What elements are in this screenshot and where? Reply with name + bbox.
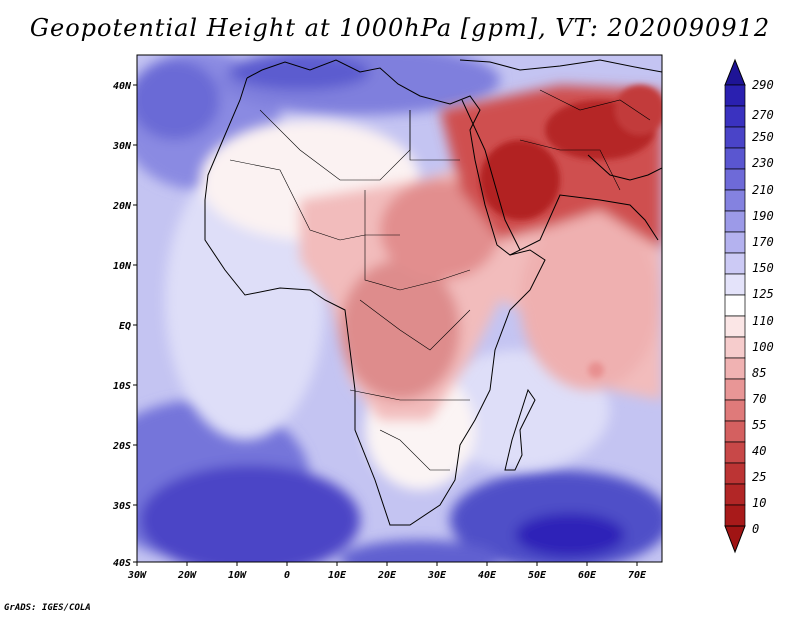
- border-south: [379, 429, 450, 471]
- colorbar-segment: [724, 399, 746, 422]
- colorbar-label: 150: [752, 261, 774, 275]
- x-axis-labels: 30W 20W 10W 0 10E 20E 30E 40E 50E 60E 70…: [127, 570, 647, 581]
- x-tick-label: 50E: [528, 570, 547, 581]
- colorbar-label: 40: [752, 444, 766, 458]
- colorbar-segment: [724, 168, 746, 191]
- colorbar-label: 70: [752, 392, 766, 406]
- colorbar-segment: [724, 462, 746, 485]
- y-tick-label: 20S: [112, 441, 131, 452]
- field-region-europe-core: [230, 55, 370, 90]
- chart-title: Geopotential Height at 1000hPa [gpm], VT…: [29, 14, 771, 42]
- x-tick-label: 20W: [177, 570, 197, 581]
- border-congo: [359, 299, 471, 351]
- x-tick-label: 10E: [328, 570, 347, 581]
- colorbar-top-arrow: [724, 58, 746, 86]
- colorbar-segment: [724, 357, 746, 380]
- colorbar-segment: [724, 315, 746, 338]
- country-borders: [229, 89, 651, 471]
- field-region-sw-core: [140, 465, 360, 562]
- border-sahel-1: [229, 159, 400, 241]
- y-tick-label: 40S: [113, 558, 131, 569]
- colorbar-label: 0: [752, 522, 759, 536]
- colorbar-segment: [724, 294, 746, 317]
- x-tick-label: 30W: [127, 570, 147, 581]
- field-region-arabia-core: [480, 140, 560, 220]
- colorbar-label: 190: [752, 209, 774, 223]
- colorbar-label: 290: [752, 78, 774, 92]
- border-iran: [539, 89, 651, 121]
- coastline-north-arabia: [246, 59, 659, 256]
- field-region-pakistan-core: [615, 85, 662, 135]
- x-tick-label: 20E: [377, 570, 397, 581]
- colorbar-label: 100: [752, 340, 774, 354]
- colorbar-label: 25: [752, 470, 766, 484]
- field-region-sudan-red: [380, 180, 500, 280]
- colorbar-segment: [724, 378, 746, 401]
- x-tick-label: 40E: [478, 570, 497, 581]
- coastline-black-caspian: [459, 59, 662, 73]
- coastline-gulf: [587, 154, 662, 181]
- field-region-arabian-sea: [520, 210, 660, 390]
- colorbar-segment: [724, 336, 746, 359]
- colorbar-segment: [724, 126, 746, 149]
- x-tick-label: 10W: [228, 570, 247, 581]
- y-tick-label: EQ: [119, 321, 131, 332]
- colorbar-segment: [724, 231, 746, 254]
- y-tick-label: 30N: [112, 141, 132, 152]
- colorbar-segment: [724, 105, 746, 128]
- coastline-africa: [204, 77, 546, 526]
- colorbar-label: 270: [752, 108, 774, 122]
- field-region-indian-spot: [588, 362, 604, 378]
- border-angola-zambia: [349, 389, 470, 401]
- colorbar-segment: [724, 504, 746, 527]
- colorbar-segment: [724, 420, 746, 443]
- colorbar: [724, 58, 746, 554]
- colorbar-label: 230: [752, 156, 774, 170]
- colorbar-label: 250: [752, 130, 774, 144]
- colorbar-segment: [724, 441, 746, 464]
- colorbar-label: 110: [752, 314, 774, 328]
- grads-credit: GrADS: IGES/COLA: [4, 603, 91, 613]
- contour-field: [137, 55, 662, 562]
- colorbar-segment: [724, 84, 746, 107]
- y-tick-label: 10S: [113, 381, 131, 392]
- y-tick-label: 40N: [113, 81, 132, 92]
- y-axis-labels: 40N 30N 20N 10N EQ 10S 20S 30S 40S: [112, 81, 132, 569]
- border-arabia: [519, 139, 621, 191]
- coastline-red-sea: [461, 99, 521, 251]
- colorbar-segment: [724, 273, 746, 296]
- field-region-se-core: [515, 513, 625, 557]
- coastlines: [204, 59, 662, 526]
- y-tick-label: 20N: [112, 201, 132, 212]
- x-tick-label: 0: [284, 570, 290, 581]
- x-tick-label: 60E: [578, 570, 597, 581]
- colorbar-segment: [724, 189, 746, 212]
- y-tick-label: 10N: [113, 261, 132, 272]
- y-tick-label: 30S: [112, 501, 131, 512]
- colorbar-label: 85: [752, 366, 766, 380]
- x-tick-label: 70E: [628, 570, 647, 581]
- colorbar-labels: 290 270 250 230 210 190 170 150 125 110 …: [752, 78, 774, 536]
- plot-frame: [136, 54, 663, 563]
- colorbar-bottom-arrow: [724, 525, 746, 554]
- x-tick-label: 30E: [427, 570, 447, 581]
- colorbar-segment: [724, 252, 746, 275]
- field-region-south-blue: [340, 540, 500, 562]
- colorbar-label: 10: [752, 496, 766, 510]
- colorbar-segment: [724, 210, 746, 233]
- colorbar-label: 125: [752, 287, 774, 301]
- coastline-madagascar: [504, 388, 536, 471]
- field-region-nw-core: [137, 60, 220, 140]
- colorbar-segment: [724, 483, 746, 506]
- colorbar-label: 170: [752, 235, 774, 249]
- border-egypt-libya: [409, 110, 460, 161]
- colorbar-segment: [724, 147, 746, 170]
- colorbar-label: 55: [752, 418, 766, 432]
- axis-tick-marks: [133, 84, 638, 566]
- colorbar-label: 210: [752, 183, 774, 197]
- border-central-1: [364, 190, 471, 291]
